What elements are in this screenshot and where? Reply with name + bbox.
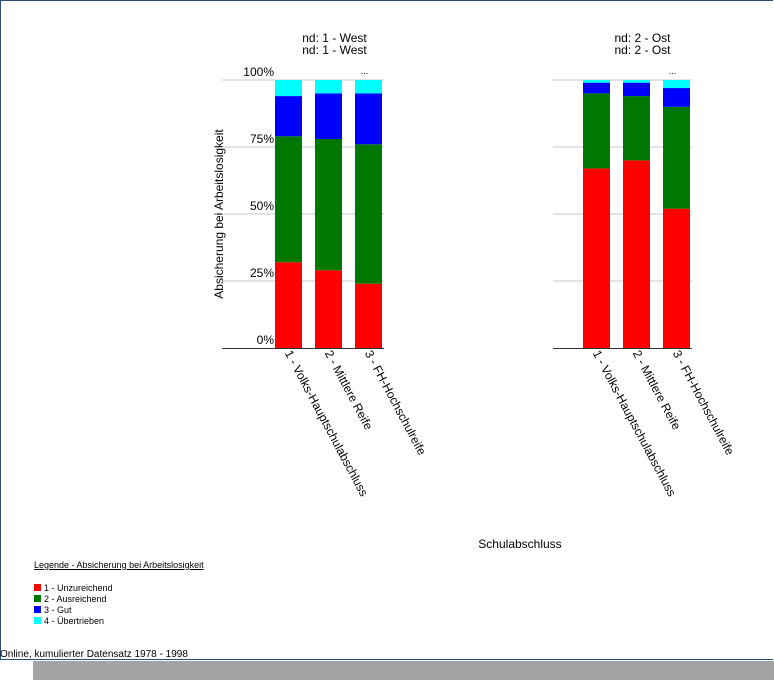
legend-label: 3 - Gut bbox=[44, 604, 72, 615]
bar-segment bbox=[355, 144, 382, 284]
bar-segment bbox=[623, 82, 650, 97]
bar-segment bbox=[275, 80, 302, 97]
bar-segment bbox=[315, 270, 342, 348]
bar-segment bbox=[355, 283, 382, 348]
y-tick-label: 50% bbox=[250, 199, 274, 213]
panel-ellipsis: ... bbox=[361, 66, 369, 76]
y-tick-label: 100% bbox=[243, 65, 274, 79]
bar-segment bbox=[355, 80, 382, 94]
bar-segment bbox=[583, 82, 610, 94]
legend-items: 1 - Unzureichend 2 - Ausreichend 3 - Gut 4 … bbox=[34, 582, 204, 626]
legend-label: 4 - Übertrieben bbox=[44, 615, 105, 626]
legend-swatch bbox=[34, 584, 41, 591]
bar-segment bbox=[315, 80, 342, 94]
legend-item: 1 - Unzureichend bbox=[34, 582, 204, 593]
bar-segment bbox=[275, 262, 302, 348]
legend-item: 2 - Ausreichend bbox=[34, 593, 204, 604]
x-tick-label: 1 - Volks-Hauptschulabschluss bbox=[282, 348, 371, 499]
bar-segment bbox=[315, 138, 342, 271]
panel-title: nd: 1 - West bbox=[302, 31, 367, 45]
bar-segment bbox=[623, 160, 650, 348]
bar-segment bbox=[623, 80, 650, 83]
panel-title: nd: 1 - West bbox=[302, 43, 367, 57]
bar-segment bbox=[275, 136, 302, 263]
legend-swatch bbox=[34, 595, 41, 602]
x-tick-label: 1 - Volks-Hauptschulabschluss bbox=[590, 348, 679, 499]
bar-segment bbox=[355, 93, 382, 145]
y-axis-label: Absicherung bei Arbeitslosigkeit bbox=[212, 129, 226, 299]
horizontal-scrollbar[interactable] bbox=[33, 661, 774, 680]
legend-label: 2 - Ausreichend bbox=[44, 593, 107, 604]
bar-segment bbox=[623, 96, 650, 161]
panel-title: nd: 2 - Ost bbox=[614, 43, 671, 57]
y-tick-label: 25% bbox=[250, 266, 274, 280]
legend-label: 1 - Unzureichend bbox=[44, 582, 113, 593]
bar-segment bbox=[663, 106, 690, 209]
x-tick-label: 3 - FH-Hochschulreife bbox=[362, 348, 429, 458]
x-tick-label: 3 - FH-Hochschulreife bbox=[670, 348, 737, 458]
bar-segment bbox=[275, 96, 302, 137]
x-axis-label: Schulabschluss bbox=[478, 537, 561, 551]
bar-segment bbox=[583, 80, 610, 83]
bar-segment bbox=[663, 208, 690, 348]
y-tick-label: 75% bbox=[250, 132, 274, 146]
footer-note: Online, kumulierter Datensatz 1978 - 199… bbox=[0, 649, 188, 660]
bar-segment bbox=[583, 93, 610, 169]
legend-swatch bbox=[34, 617, 41, 624]
legend-item: 4 - Übertrieben bbox=[34, 615, 204, 626]
legend-title: Legende - Absicherung bei Arbeitslosigke… bbox=[34, 560, 204, 570]
legend: Legende - Absicherung bei Arbeitslosigke… bbox=[34, 560, 204, 626]
y-tick-label: 0% bbox=[257, 333, 275, 347]
bar-segment bbox=[583, 168, 610, 348]
bar-segment bbox=[663, 88, 690, 107]
panel-title: nd: 2 - Ost bbox=[614, 31, 671, 45]
panel-ellipsis: ... bbox=[669, 66, 677, 76]
bar-segment bbox=[315, 93, 342, 139]
legend-swatch bbox=[34, 606, 41, 613]
legend-item: 3 - Gut bbox=[34, 604, 204, 615]
bar-segment bbox=[663, 80, 690, 89]
